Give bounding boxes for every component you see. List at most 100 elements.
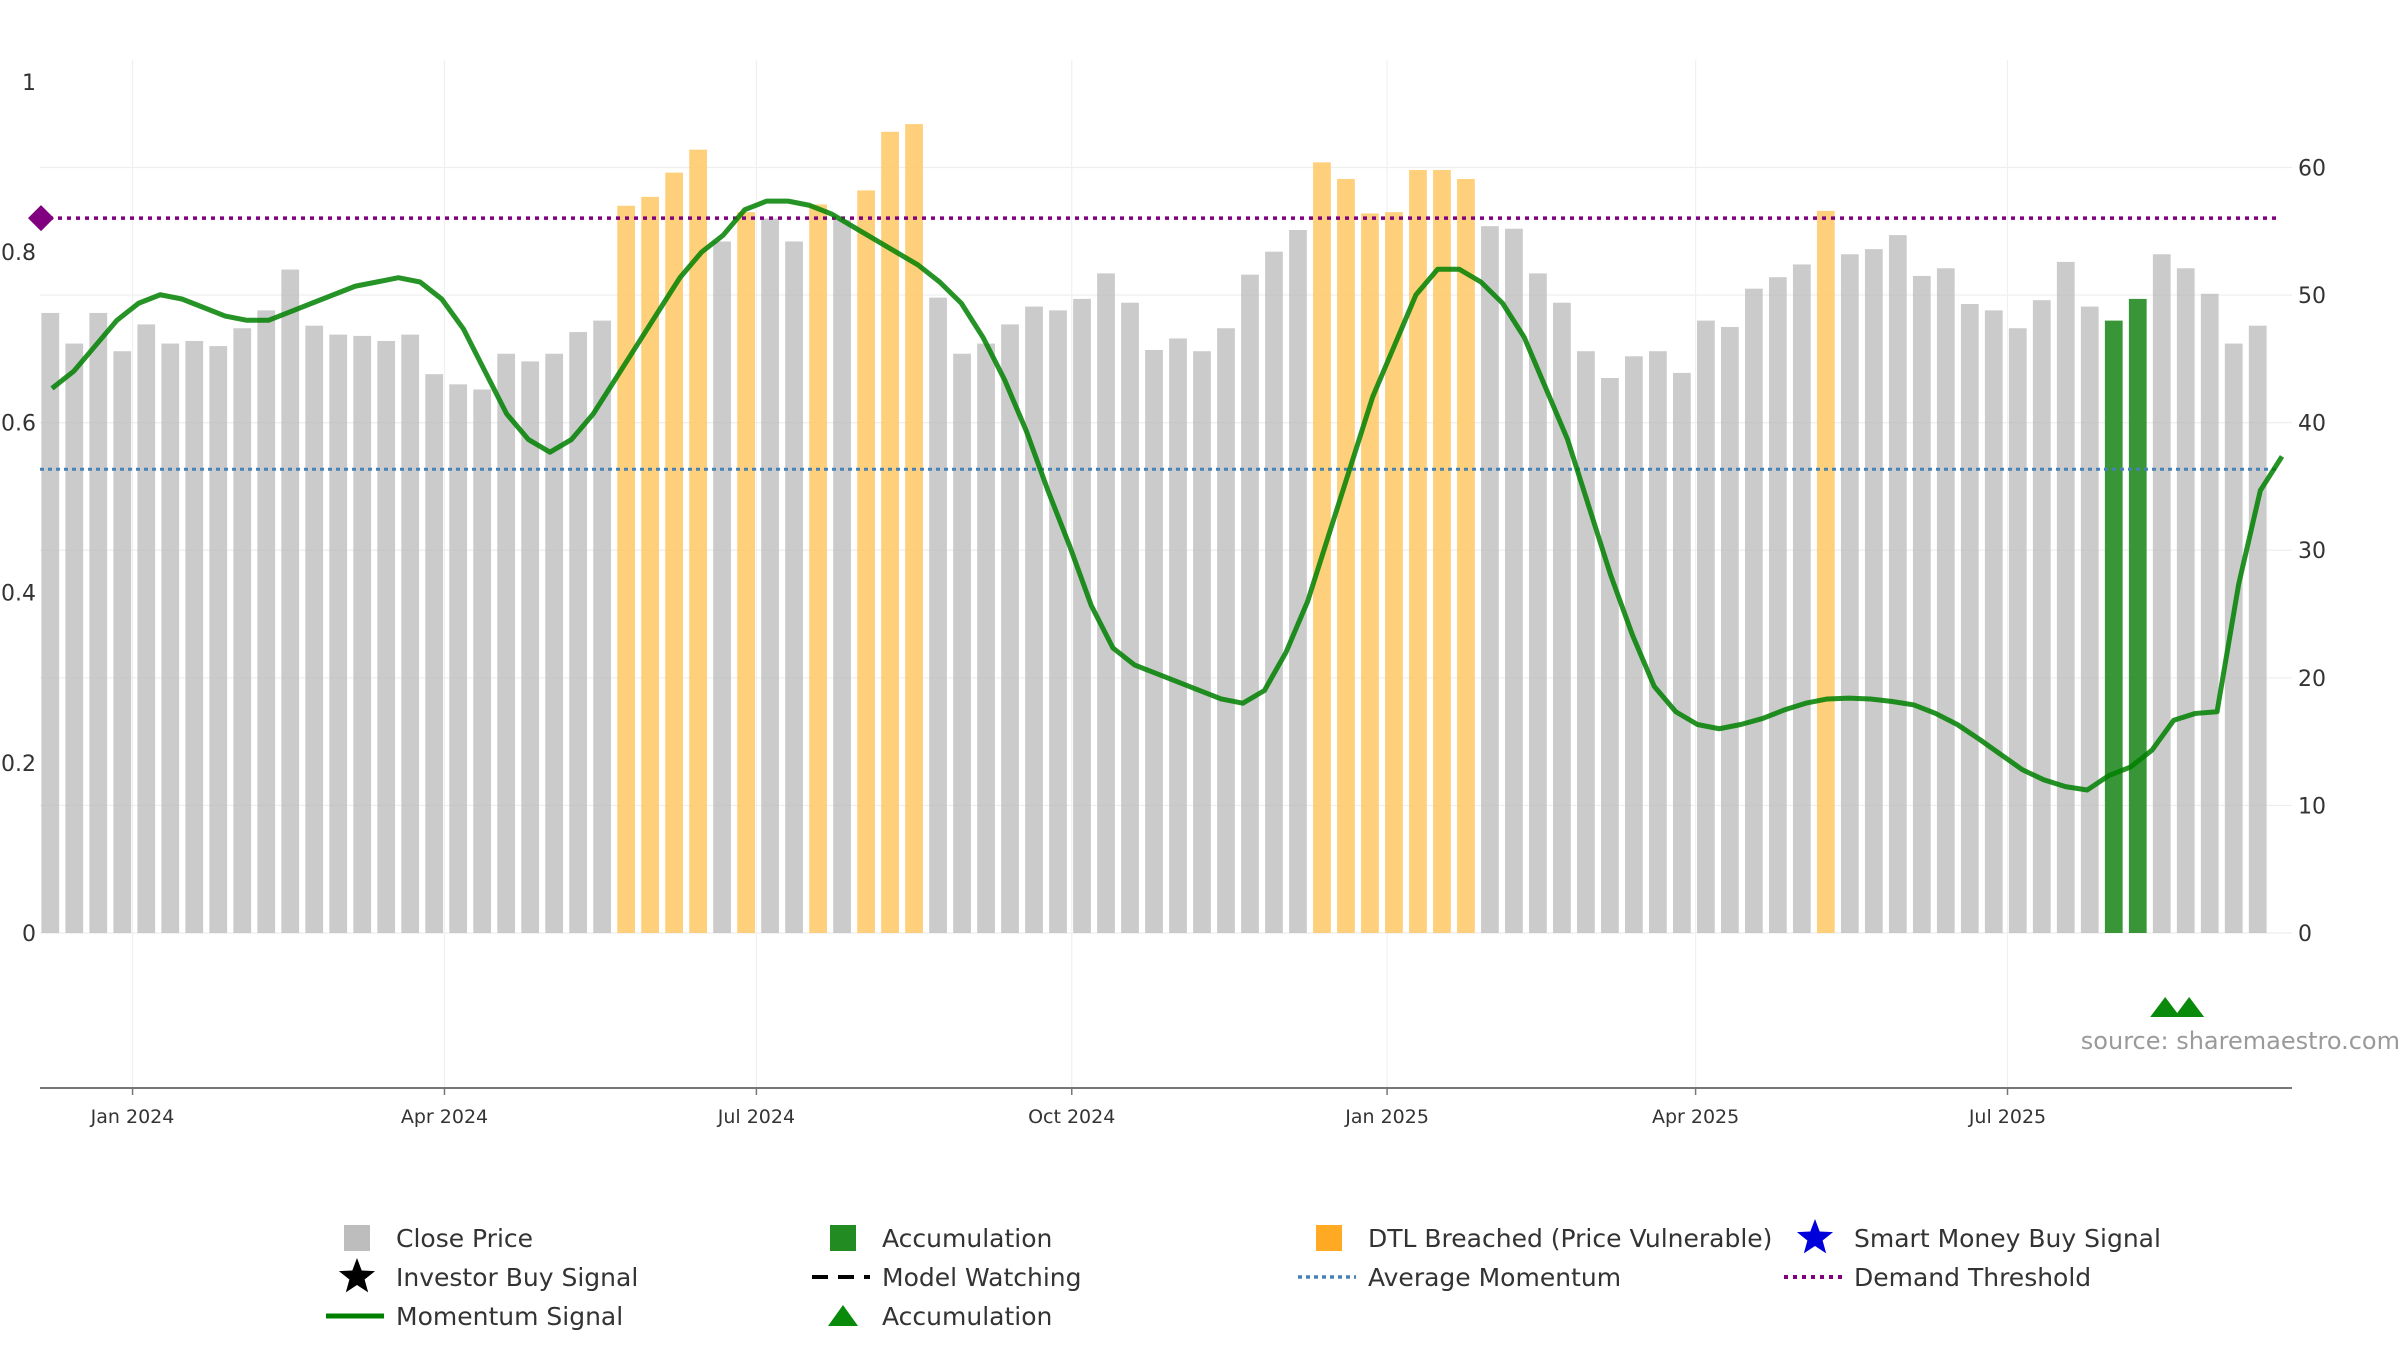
legend-swatch-accumulation xyxy=(830,1225,856,1251)
legend-item-demand-threshold: Demand Threshold xyxy=(1784,1263,2091,1292)
legend-swatch-close xyxy=(344,1225,370,1251)
bar-close-price xyxy=(2152,254,2171,934)
legend-label-model-watching: Model Watching xyxy=(882,1263,1082,1292)
bar-dtl-breached xyxy=(1433,170,1451,933)
legend-label-close-price: Close Price xyxy=(396,1224,533,1253)
bar-close-price xyxy=(1936,268,1955,933)
bar-close-price xyxy=(1649,351,1667,934)
bar-accumulation xyxy=(2104,320,2123,934)
bar-dtl-breached xyxy=(881,131,899,933)
bar-close-price xyxy=(1169,338,1187,933)
bar-close-price xyxy=(2200,293,2219,933)
bar-close-price xyxy=(2176,268,2195,933)
bar-close-price xyxy=(1505,228,1523,934)
bar-dtl-breached xyxy=(641,196,660,933)
markers-layer xyxy=(2150,997,2205,1017)
bar-close-price xyxy=(953,353,971,933)
bar-close-price xyxy=(1720,326,1739,934)
bar-close-price xyxy=(1097,273,1115,933)
bar-close-price xyxy=(1193,351,1211,934)
bar-close-price xyxy=(377,341,396,933)
y-left-tick-label: 0.2 xyxy=(1,752,36,777)
legend-label-investor-buy: Investor Buy Signal xyxy=(396,1263,638,1292)
bar-close-price xyxy=(281,269,300,933)
x-tick-label: Jul 2025 xyxy=(1968,1106,2046,1128)
legend-item-dtl-breached: DTL Breached (Price Vulnerable) xyxy=(1316,1224,1772,1253)
legend-label-dtl-breached: DTL Breached (Price Vulnerable) xyxy=(1368,1224,1772,1253)
bar-close-price xyxy=(761,218,779,933)
bar-close-price xyxy=(833,219,851,934)
bar-close-price xyxy=(113,351,132,934)
bar-close-price xyxy=(2248,325,2267,933)
bar-close-price xyxy=(65,343,84,933)
bar-close-price xyxy=(1145,349,1163,933)
bar-close-price xyxy=(713,241,731,934)
legend-label-demand-threshold: Demand Threshold xyxy=(1854,1263,2091,1292)
bar-close-price xyxy=(137,324,156,933)
bar-dtl-breached xyxy=(1385,212,1403,933)
bar-close-price xyxy=(1672,372,1691,933)
bar-close-price xyxy=(329,334,348,933)
bar-close-price xyxy=(401,334,420,933)
legend-label-momentum: Momentum Signal xyxy=(396,1302,623,1331)
bar-dtl-breached xyxy=(905,124,923,934)
bar-close-price xyxy=(89,312,108,933)
bar-close-price xyxy=(425,374,444,933)
bars-layer xyxy=(41,124,2267,934)
momentum-signal-line xyxy=(50,198,2285,793)
bar-close-price xyxy=(1289,230,1307,933)
legend-item-average-momentum: Average Momentum xyxy=(1298,1263,1621,1292)
bar-close-price xyxy=(2008,328,2027,933)
bar-close-price xyxy=(1840,254,1859,934)
bar-close-price xyxy=(1984,310,2003,933)
legend-item-momentum: Momentum Signal xyxy=(326,1302,623,1331)
bar-close-price xyxy=(569,332,588,933)
bar-close-price xyxy=(593,320,612,934)
bar-close-price xyxy=(161,343,180,933)
y-left-tick-label: 1 xyxy=(22,71,36,96)
bar-dtl-breached xyxy=(809,204,827,934)
bar-close-price xyxy=(1241,274,1259,933)
y-left-tick-label: 0.6 xyxy=(1,411,36,436)
y-right-tick-label: 20 xyxy=(2298,667,2326,692)
demand-threshold-diamond xyxy=(28,205,54,232)
accumulation-marker xyxy=(2150,997,2181,1017)
bar-close-price xyxy=(1888,235,1907,934)
lines-layer xyxy=(28,198,2285,793)
bar-close-price xyxy=(233,328,252,933)
legend-item-smart-money: Smart Money Buy Signal xyxy=(1796,1219,2161,1254)
legend-label-average-momentum: Average Momentum xyxy=(1368,1263,1621,1292)
bar-dtl-breached xyxy=(1361,213,1379,933)
bar-close-price xyxy=(1265,251,1283,933)
bar-close-price xyxy=(2032,300,2051,933)
x-tick-label: Jan 2025 xyxy=(1344,1106,1429,1128)
bar-close-price xyxy=(1481,226,1499,934)
bar-dtl-breached xyxy=(665,172,684,934)
bar-close-price xyxy=(1768,277,1787,934)
bar-close-price xyxy=(2224,343,2243,933)
y-left-tick-label: 0.8 xyxy=(1,241,36,266)
bar-close-price xyxy=(1864,249,1883,933)
source-label: source: sharemaestro.com xyxy=(2081,1027,2400,1055)
bar-dtl-breached xyxy=(689,149,707,933)
bar-dtl-breached xyxy=(617,205,636,933)
x-tick-label: Jul 2024 xyxy=(717,1106,795,1128)
accumulation-marker xyxy=(2174,997,2205,1017)
bar-close-price xyxy=(1217,328,1235,933)
bar-close-price xyxy=(449,384,468,933)
bar-close-price xyxy=(1792,264,1811,933)
legend: Close Price Investor Buy Signal Momentum S… xyxy=(326,1219,2161,1331)
legend-label-accumulation-bar: Accumulation xyxy=(882,1224,1052,1253)
bar-close-price xyxy=(545,353,564,933)
legend-item-accumulation-bar: Accumulation xyxy=(830,1224,1052,1253)
bar-close-price xyxy=(497,353,516,933)
bar-close-price xyxy=(1121,302,1139,934)
y-right-tick-label: 10 xyxy=(2298,794,2326,819)
y-right-tick-label: 0 xyxy=(2298,922,2312,947)
bar-accumulation xyxy=(2128,298,2147,933)
bar-dtl-breached xyxy=(1337,178,1355,934)
bar-close-price xyxy=(1025,306,1043,933)
